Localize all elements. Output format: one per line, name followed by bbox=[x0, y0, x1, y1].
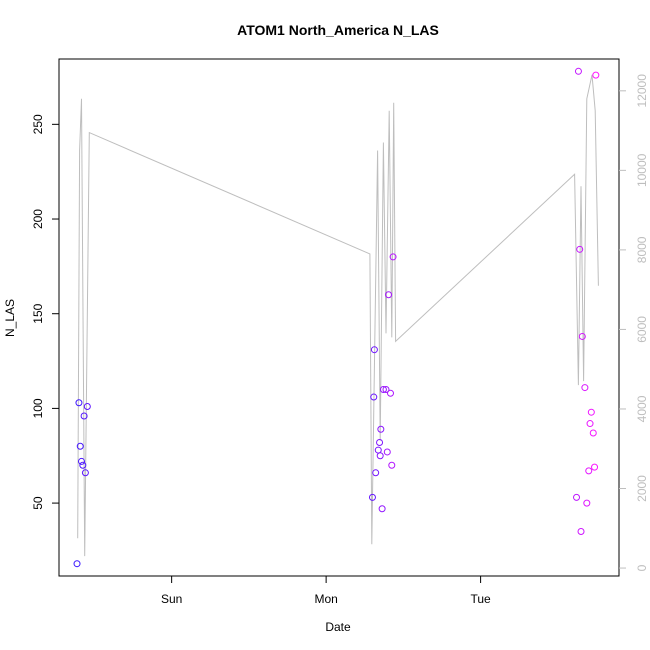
data-point bbox=[81, 469, 89, 477]
data-point bbox=[372, 469, 380, 477]
data-point bbox=[583, 499, 591, 507]
data-point bbox=[578, 332, 586, 340]
data-point bbox=[383, 448, 391, 456]
data-point bbox=[586, 420, 594, 428]
data-point bbox=[378, 505, 386, 513]
y2-tick-label: 8000 bbox=[635, 236, 649, 263]
data-point bbox=[80, 412, 88, 420]
data-point bbox=[83, 403, 91, 411]
data-point bbox=[73, 560, 81, 568]
data-point bbox=[370, 346, 378, 354]
data-point bbox=[379, 385, 387, 393]
data-point bbox=[573, 493, 581, 501]
data-point bbox=[576, 245, 584, 253]
data-point bbox=[78, 457, 86, 465]
data-point bbox=[76, 442, 84, 450]
data-point bbox=[574, 67, 582, 75]
y-axis-left: 50 100 150 200 250 bbox=[31, 114, 59, 510]
line-series-layer bbox=[77, 74, 599, 557]
y2-tick-label: 10000 bbox=[635, 153, 649, 187]
data-point bbox=[368, 493, 376, 501]
data-point bbox=[374, 446, 382, 454]
x-tick-label: Mon bbox=[314, 592, 337, 606]
data-point bbox=[388, 461, 396, 469]
series-line bbox=[77, 74, 599, 557]
data-point bbox=[389, 253, 397, 261]
data-point bbox=[377, 425, 385, 433]
data-point bbox=[382, 385, 390, 393]
data-point bbox=[79, 461, 87, 469]
y-tick-label: 100 bbox=[31, 398, 45, 418]
x-tick-label: Tue bbox=[470, 592, 491, 606]
data-point bbox=[385, 291, 393, 299]
data-point bbox=[585, 467, 593, 475]
data-point bbox=[376, 452, 384, 460]
y2-tick-label: 12000 bbox=[635, 74, 649, 108]
data-point bbox=[591, 463, 599, 471]
point-series-layer bbox=[73, 67, 600, 568]
y-tick-label: 50 bbox=[31, 496, 45, 510]
data-point bbox=[376, 438, 384, 446]
chart-title: ATOM1 North_America N_LAS bbox=[237, 22, 439, 38]
y-axis-label: N_LAS bbox=[3, 299, 17, 337]
y-tick-label: 250 bbox=[31, 114, 45, 134]
data-point bbox=[581, 384, 589, 392]
x-axis-label: Date bbox=[325, 620, 351, 634]
data-point bbox=[386, 389, 394, 397]
plot-frame bbox=[58, 58, 620, 577]
x-axis: Sun Mon Tue bbox=[161, 576, 491, 606]
data-point bbox=[589, 429, 597, 437]
y-tick-label: 200 bbox=[31, 209, 45, 229]
data-point bbox=[577, 527, 585, 535]
y-tick-label: 150 bbox=[31, 303, 45, 323]
y-axis-right: 0 2000 4000 6000 8000 10000 12000 bbox=[619, 74, 649, 571]
data-point bbox=[592, 71, 600, 79]
y2-tick-label: 4000 bbox=[635, 395, 649, 422]
y2-tick-label: 2000 bbox=[635, 475, 649, 502]
data-point bbox=[75, 399, 83, 407]
x-tick-label: Sun bbox=[161, 592, 182, 606]
data-point bbox=[370, 393, 378, 401]
data-point bbox=[587, 408, 595, 416]
y2-tick-label: 6000 bbox=[635, 316, 649, 343]
y2-tick-label: 0 bbox=[635, 564, 649, 571]
